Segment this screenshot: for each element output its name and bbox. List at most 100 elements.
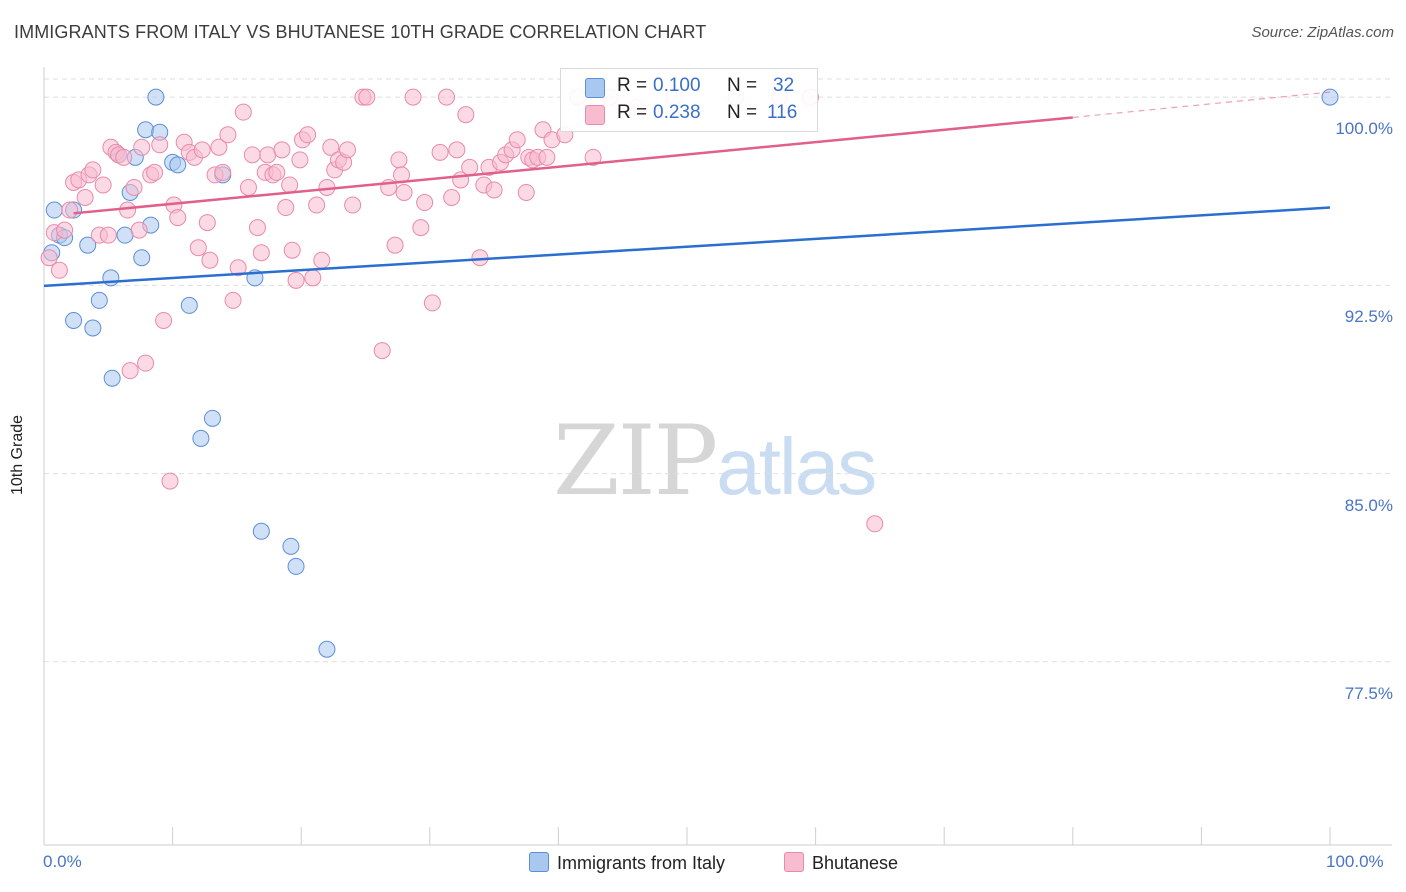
gridlines (44, 78, 1392, 663)
italy-point (287, 557, 305, 575)
italy-swatch (585, 78, 605, 98)
bhutan-point (268, 163, 286, 181)
italy-swatch (529, 852, 549, 872)
italy-points (43, 88, 1339, 658)
bhutan-point (99, 226, 117, 244)
bhutan-point (151, 136, 169, 154)
bhutan-point (239, 178, 257, 196)
bhutan-point (214, 163, 232, 181)
bhutan-point (313, 251, 331, 269)
bhutan-trend-extension (1072, 91, 1331, 119)
y-tick-label: 85.0% (1344, 495, 1393, 515)
bhutan-point (281, 176, 299, 194)
bhutan-point (56, 221, 74, 239)
bhutan-trend-line (73, 116, 1073, 215)
italy-point (90, 291, 108, 309)
bhutan-point (584, 148, 602, 166)
bhutan-point (50, 261, 68, 279)
italy-point (45, 201, 63, 219)
bhutan-point (344, 196, 362, 214)
correlation-legend: R = 0.100 N = 32 R = 0.238 N = 116 (560, 68, 818, 132)
italy-point (169, 156, 187, 174)
bhutan-point (219, 126, 237, 144)
watermark: ZIPatlas (553, 405, 877, 517)
bhutan-point (130, 221, 148, 239)
bhutan-point (508, 131, 526, 149)
bhutan-point (416, 194, 434, 212)
bhutan-point (304, 269, 322, 287)
bhutan-point (866, 515, 884, 533)
italy-point (180, 296, 198, 314)
x-tick-label-max: 100.0% (1326, 852, 1384, 871)
bhutan-point (40, 249, 58, 267)
bhutan-n-value: 116 (767, 102, 798, 123)
bhutan-point (193, 141, 211, 159)
bhutan-point (189, 239, 207, 257)
bhutan-point (358, 88, 376, 106)
bhutan-point (438, 88, 456, 106)
bhutan-point (133, 138, 151, 156)
bhutan-point (277, 199, 295, 217)
italy-point (116, 226, 134, 244)
bhutan-point (461, 158, 479, 176)
bhutan-point (155, 311, 173, 329)
bhutan-point (229, 259, 247, 277)
y-tick-label: 77.5% (1344, 683, 1393, 703)
bhutan-swatch (585, 105, 605, 125)
trend-lines (43, 91, 1331, 288)
bhutan-point (201, 251, 219, 269)
bhutan-point (404, 88, 422, 106)
bhutan-point (386, 236, 404, 254)
bhutan-point (338, 141, 356, 159)
bottom-legend-bhutan: Bhutanese (784, 852, 898, 874)
legend-n-label: N = (727, 75, 758, 96)
legend-n-label: N = (727, 102, 758, 123)
bhutan-point (125, 178, 143, 196)
italy-point (252, 522, 270, 540)
y-tick-label: 92.5% (1344, 307, 1393, 327)
chart-title: IMMIGRANTS FROM ITALY VS BHUTANESE 10TH … (14, 22, 707, 42)
bhutan-point (94, 176, 112, 194)
italy-n-value: 32 (773, 75, 795, 96)
bhutan-point (517, 183, 535, 201)
italy-point (133, 249, 151, 267)
italy-point (1321, 88, 1339, 106)
bhutan-point (322, 138, 340, 156)
bhutan-point (84, 161, 102, 179)
source-credit: Source: ZipAtlas.com (1251, 24, 1394, 41)
legend-r-label: R = (617, 102, 648, 123)
bhutan-point (61, 201, 79, 219)
axes (43, 67, 1392, 846)
bhutan-point (161, 472, 179, 490)
bhutan-point (448, 141, 466, 159)
bhutan-point (76, 189, 94, 207)
bhutan-point (373, 342, 391, 360)
bhutan-point (115, 148, 133, 166)
italy-point (137, 121, 155, 139)
bhutan-point (252, 244, 270, 262)
bhutan-point (287, 271, 305, 289)
italy-point (203, 409, 221, 427)
bhutan-point (308, 196, 326, 214)
bhutan-point (390, 151, 408, 169)
italy-point (192, 429, 210, 447)
y-tick-label: 100.0% (1335, 119, 1393, 139)
italy-point (102, 269, 120, 287)
bottom-legend-italy: Immigrants from Italy (529, 852, 725, 874)
bhutan-point (243, 146, 261, 164)
bhutan-point (224, 291, 242, 309)
bhutan-point (457, 106, 475, 124)
bhutan-point (485, 181, 503, 199)
bhutan-point (273, 141, 291, 159)
bhutan-point (137, 354, 155, 372)
bhutan-point (395, 183, 413, 201)
bhutan-point (538, 148, 556, 166)
bhutan-point (121, 362, 139, 380)
bhutan-point (210, 138, 228, 156)
bhutan-point (443, 189, 461, 207)
italy-point (282, 537, 300, 555)
italy-point (103, 369, 121, 387)
bhutan-series-name: Bhutanese (812, 853, 899, 873)
bhutan-point (291, 151, 309, 169)
